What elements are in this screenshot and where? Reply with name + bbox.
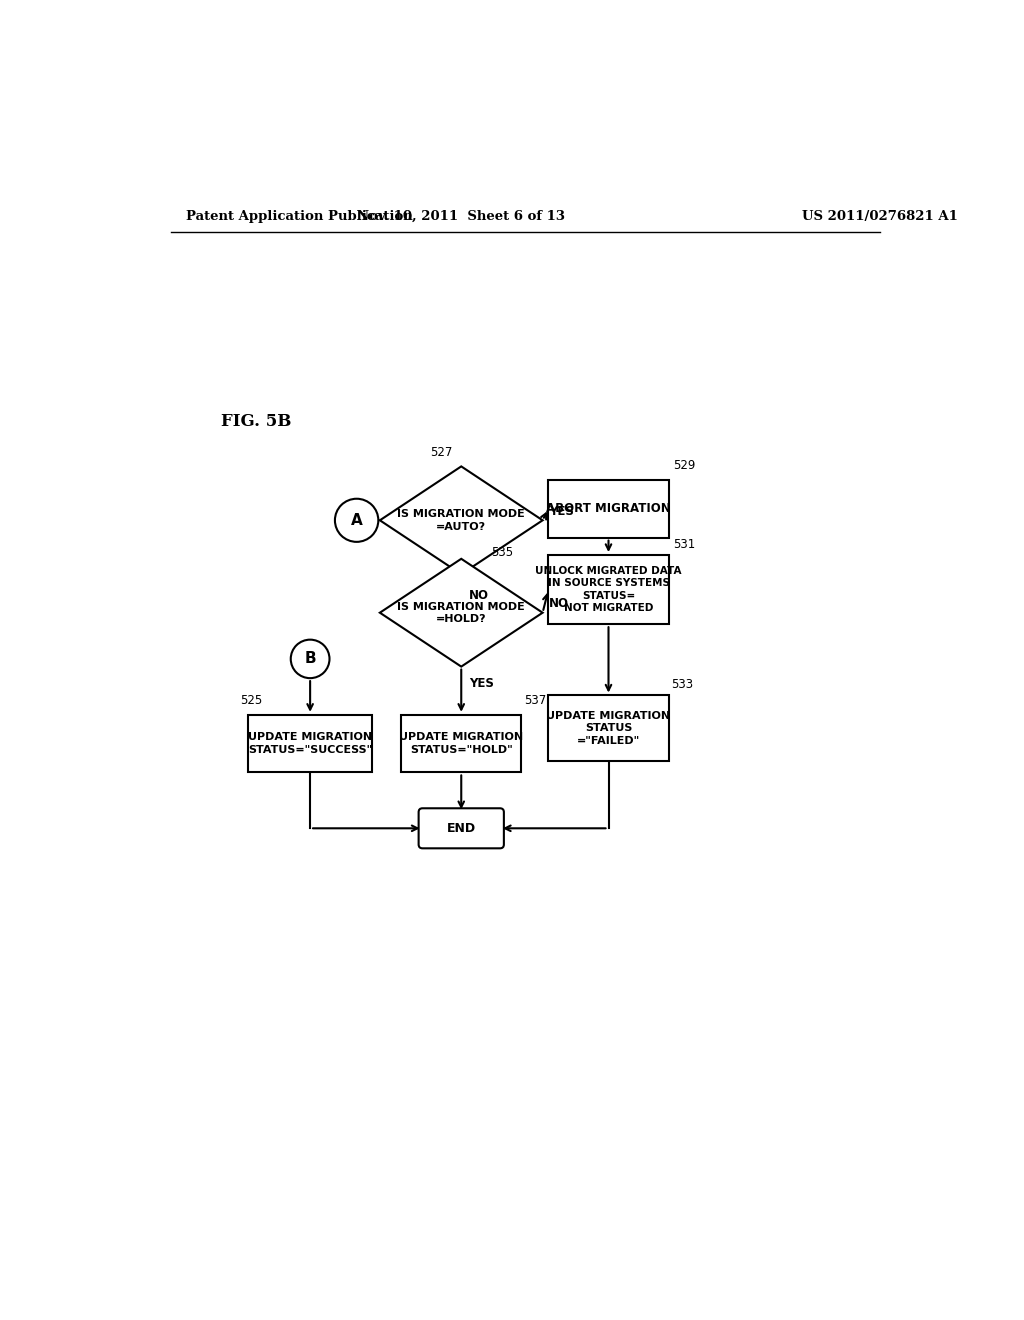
Circle shape (335, 499, 378, 541)
Text: IS MIGRATION MODE
=HOLD?: IS MIGRATION MODE =HOLD? (397, 602, 525, 624)
Text: 527: 527 (430, 446, 453, 459)
FancyBboxPatch shape (419, 808, 504, 849)
Text: YES: YES (549, 504, 573, 517)
Bar (401, 714, 521, 772)
Text: FIG. 5B: FIG. 5B (221, 412, 292, 429)
Text: NO: NO (469, 589, 489, 602)
Text: A: A (351, 512, 362, 528)
Text: 535: 535 (490, 545, 513, 558)
Text: UNLOCK MIGRATED DATA
IN SOURCE SYSTEMS
STATUS=
NOT MIGRATED: UNLOCK MIGRATED DATA IN SOURCE SYSTEMS S… (536, 566, 682, 614)
Polygon shape (380, 558, 543, 667)
Circle shape (291, 640, 330, 678)
Text: 525: 525 (241, 694, 262, 708)
Bar (549, 696, 669, 760)
Text: Nov. 10, 2011  Sheet 6 of 13: Nov. 10, 2011 Sheet 6 of 13 (357, 210, 565, 223)
Text: IS MIGRATION MODE
=AUTO?: IS MIGRATION MODE =AUTO? (397, 510, 525, 532)
Text: B: B (304, 651, 316, 667)
Text: UPDATE MIGRATION
STATUS="HOLD": UPDATE MIGRATION STATUS="HOLD" (399, 733, 523, 755)
Text: 531: 531 (673, 539, 695, 552)
Text: Patent Application Publication: Patent Application Publication (186, 210, 413, 223)
Text: 529: 529 (673, 459, 695, 471)
Text: UPDATE MIGRATION
STATUS
="FAILED": UPDATE MIGRATION STATUS ="FAILED" (547, 710, 671, 746)
Text: UPDATE MIGRATION
STATUS="SUCCESS": UPDATE MIGRATION STATUS="SUCCESS" (248, 733, 373, 755)
Bar (549, 554, 669, 624)
Bar (248, 714, 372, 772)
Text: US 2011/0276821 A1: US 2011/0276821 A1 (802, 210, 958, 223)
Text: YES: YES (469, 677, 494, 690)
Bar (549, 480, 669, 537)
Text: ABORT MIGRATION: ABORT MIGRATION (546, 502, 671, 515)
Text: 537: 537 (524, 694, 546, 708)
Text: 533: 533 (672, 678, 693, 692)
Polygon shape (380, 466, 543, 574)
Text: END: END (446, 822, 476, 834)
Text: NO: NO (549, 597, 568, 610)
